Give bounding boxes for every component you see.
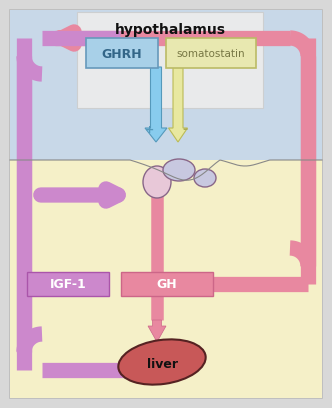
Ellipse shape [143, 166, 171, 198]
FancyArrow shape [169, 67, 188, 142]
Text: hypothalamus: hypothalamus [115, 23, 225, 37]
Ellipse shape [163, 159, 195, 181]
Ellipse shape [194, 169, 216, 187]
Text: +: + [144, 125, 154, 135]
FancyBboxPatch shape [166, 38, 256, 68]
FancyArrow shape [145, 67, 167, 142]
Text: IGF-1: IGF-1 [49, 279, 86, 291]
FancyBboxPatch shape [77, 12, 263, 108]
Bar [10, 160, 322, 398]
Text: GH: GH [157, 279, 177, 291]
Text: liver: liver [146, 357, 178, 370]
Text: somatostatin: somatostatin [177, 49, 245, 59]
Ellipse shape [118, 339, 206, 385]
Bar [10, 10, 322, 175]
Text: GHRH: GHRH [102, 47, 142, 60]
FancyBboxPatch shape [86, 38, 158, 68]
FancyBboxPatch shape [121, 272, 213, 296]
FancyBboxPatch shape [27, 272, 109, 296]
Text: -: - [183, 124, 188, 137]
FancyArrow shape [148, 320, 166, 342]
